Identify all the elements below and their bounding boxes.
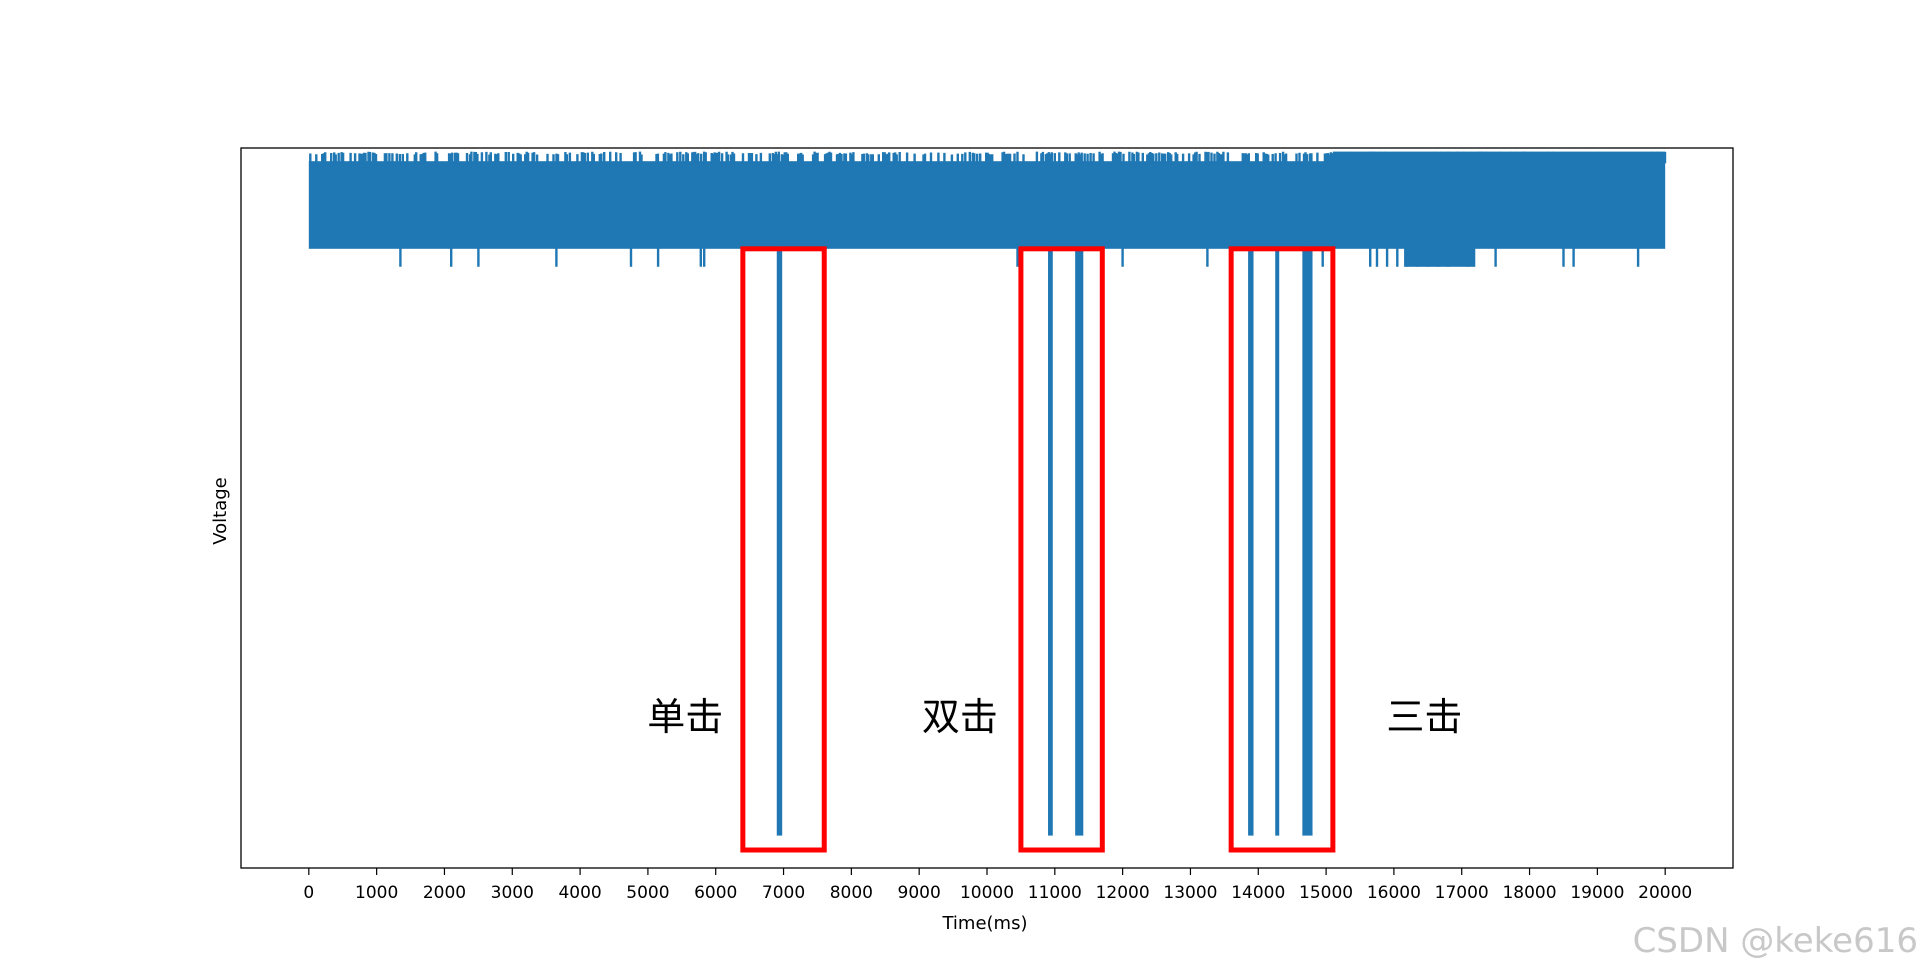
signal-dense-region <box>1332 151 1666 164</box>
x-tick-label: 6000 <box>694 883 737 903</box>
signal-layer <box>308 151 1667 836</box>
annotation-label: 双击 <box>922 695 998 739</box>
x-tick-label: 3000 <box>491 883 534 903</box>
annotation-layer: 单击 双击 三击 <box>647 246 1462 853</box>
annotation-label: 三击 <box>1386 695 1462 739</box>
plot-area: 单击 双击 三击 <box>240 147 1734 869</box>
x-tick-label: 2000 <box>423 883 466 903</box>
signal-dip <box>1275 244 1280 836</box>
x-tick-label: 17000 <box>1435 883 1489 903</box>
x-tick-label: 18000 <box>1502 883 1556 903</box>
signal-lower-block <box>1404 244 1476 267</box>
x-axis-ticks: 0 1000 2000 3000 4000 5000 6000 7000 8000 9000 100… <box>303 868 1692 903</box>
annotation-label: 单击 <box>647 695 723 739</box>
signal-dip <box>1048 244 1053 836</box>
x-tick-label: 0 <box>303 883 314 903</box>
x-tick-label: 16000 <box>1367 883 1421 903</box>
annotation-box <box>1018 246 1105 853</box>
x-axis-label: Time(ms) <box>941 913 1027 934</box>
x-tick-label: 7000 <box>762 883 805 903</box>
signal-band <box>308 161 1666 249</box>
x-tick-label: 15000 <box>1299 883 1353 903</box>
signal-dip <box>1248 244 1254 836</box>
x-tick-label: 12000 <box>1096 883 1150 903</box>
x-tick-label: 19000 <box>1570 883 1624 903</box>
y-axis-label: Voltage <box>210 477 231 545</box>
x-tick-label: 13000 <box>1163 883 1217 903</box>
watermark-text: CSDN @keke616 <box>1633 921 1918 961</box>
x-tick-label: 4000 <box>558 883 601 903</box>
x-tick-label: 20000 <box>1638 883 1692 903</box>
x-tick-label: 9000 <box>898 883 941 903</box>
x-tick-label: 5000 <box>626 883 669 903</box>
annotation-box <box>1228 246 1336 853</box>
signal-dip <box>776 244 783 836</box>
x-tick-label: 1000 <box>355 883 398 903</box>
x-tick-label: 14000 <box>1231 883 1285 903</box>
signal-dip <box>1302 244 1313 836</box>
x-tick-label: 11000 <box>1028 883 1082 903</box>
annotation-box <box>740 246 827 853</box>
x-tick-label: 10000 <box>960 883 1014 903</box>
x-tick-label: 8000 <box>830 883 873 903</box>
signal-dip <box>1075 244 1084 836</box>
